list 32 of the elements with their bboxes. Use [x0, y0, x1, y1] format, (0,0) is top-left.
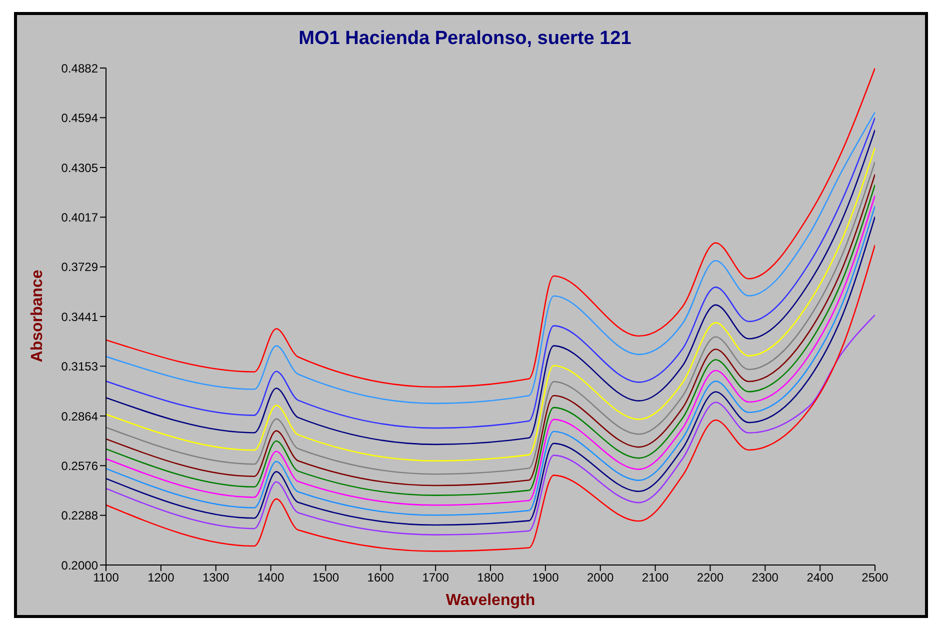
- x-tick-label: 2000: [587, 570, 614, 585]
- x-tick-label: 1300: [202, 570, 230, 585]
- x-tick-label: 1700: [422, 570, 450, 585]
- y-tick-label: 0.2864: [61, 409, 98, 424]
- y-tick-label: 0.4594: [61, 110, 98, 125]
- x-tick-label: 1600: [367, 570, 394, 585]
- line-series: [106, 314, 875, 536]
- x-tick-label: 1500: [312, 570, 340, 585]
- x-tick-label: 2400: [806, 570, 834, 585]
- x-tick-label: 1200: [148, 570, 175, 585]
- y-tick-label: 0.3153: [61, 359, 98, 374]
- y-axis-title: Absorbance: [29, 270, 47, 362]
- line-series: [106, 68, 875, 388]
- x-tick-label: 1800: [477, 570, 504, 585]
- line-series: [106, 244, 875, 552]
- x-tick-label: 2200: [696, 570, 724, 585]
- x-tick-label: 1400: [257, 570, 284, 585]
- y-tick-label: 0.3441: [61, 310, 98, 324]
- x-tick-label: 2500: [862, 570, 889, 585]
- chart-title: MO1 Hacienda Peralonso, suerte 121: [298, 28, 632, 50]
- x-tick-label: 1900: [532, 570, 560, 585]
- y-tick-label: 0.4882: [61, 61, 98, 76]
- y-tick-label: 0.4017: [61, 210, 98, 224]
- y-tick-label: 0.3729: [61, 260, 98, 274]
- y-tick-label: 0.4305: [61, 160, 98, 175]
- x-axis-title: Wavelength: [444, 592, 536, 610]
- y-tick-label: 0.2288: [61, 508, 98, 523]
- y-tick-label: 0.2000: [61, 558, 98, 572]
- y-tick-label: 0.2576: [61, 458, 98, 473]
- x-tick-label: 2100: [642, 570, 669, 585]
- x-tick-label: 1100: [93, 570, 120, 585]
- x-tick-label: 2300: [752, 570, 779, 585]
